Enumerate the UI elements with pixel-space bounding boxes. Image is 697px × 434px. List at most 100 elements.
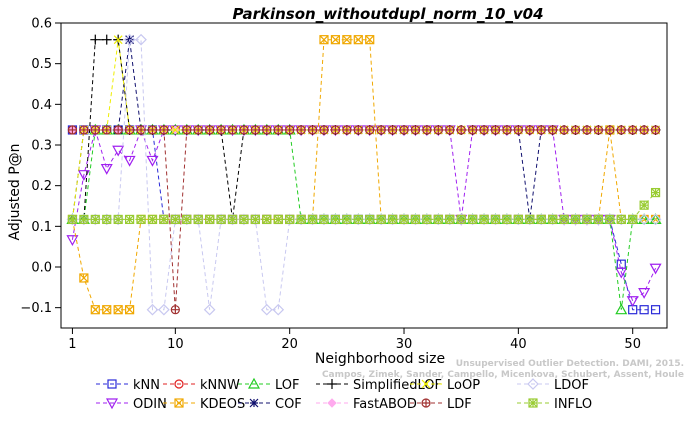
data-point-ldof	[501, 213, 513, 226]
legend-entry-kdeos: KDEOS	[163, 397, 245, 412]
data-point-inflo	[193, 214, 203, 225]
legend-marker-lof	[247, 377, 261, 389]
data-point-ldf	[125, 125, 135, 135]
data-point-simplifiedlof	[90, 34, 101, 45]
legend-label: KDEOS	[200, 397, 245, 412]
y-axis-label: Adjusted P@n	[7, 143, 23, 240]
legend-entry-fastabod: FastABOD	[316, 397, 417, 412]
y-tick-label: 0.0	[31, 261, 52, 276]
data-point-ldf	[468, 125, 478, 135]
data-point-ldof	[318, 213, 330, 226]
data-point-ldof	[66, 213, 79, 226]
legend-label: ODIN	[133, 397, 167, 412]
data-point-ldof	[146, 303, 159, 316]
data-point-ldf	[193, 125, 203, 135]
data-point-inflo	[250, 214, 260, 225]
data-point-ldf	[147, 125, 158, 135]
legend-marker-simplifiedlof	[327, 379, 337, 389]
legend-entry-simplifiedlof: SimplifiedLOF	[316, 378, 442, 393]
data-point-ldof	[603, 213, 616, 226]
data-point-inflo	[513, 214, 523, 225]
series-line-inflo	[72, 192, 656, 220]
data-point-ldf	[490, 125, 501, 135]
data-point-inflo	[502, 214, 512, 225]
series-kdeos	[67, 35, 661, 315]
data-point-ldof	[78, 213, 90, 226]
x-tick-label: 30	[396, 337, 413, 352]
data-point-ldf	[628, 125, 638, 135]
data-point-ldof	[260, 303, 273, 316]
legend-label: LDF	[447, 397, 472, 412]
legend-label: INFLO	[554, 397, 592, 412]
axes: 1 10 20 30 40 50 −0.1 0.0 0.1 0.2 0.3 0.4 0.5 0.6	[20, 17, 641, 353]
legend-marker-knn	[107, 379, 117, 389]
data-point-ldof	[341, 213, 353, 226]
data-point-odin	[146, 155, 159, 167]
data-point-ldf	[307, 125, 318, 135]
data-point-ldf	[113, 125, 123, 135]
data-point-ldf	[639, 125, 649, 135]
data-point-odin	[123, 155, 136, 167]
data-point-ldof	[432, 213, 445, 226]
data-point-inflo	[490, 214, 501, 225]
data-point-ldof	[215, 213, 227, 226]
data-point-ldf	[227, 125, 238, 135]
x-tick-label: 50	[624, 337, 641, 352]
data-point-inflo	[262, 214, 272, 225]
data-point-ldof	[249, 213, 262, 226]
data-point-ldof	[375, 213, 387, 226]
data-point-knn	[639, 305, 649, 315]
data-point-inflo	[182, 214, 192, 225]
data-point-inflo	[205, 214, 215, 225]
data-point-ldf	[182, 125, 192, 135]
legend-marker-kdeos	[174, 398, 184, 408]
data-point-ldof	[649, 213, 662, 226]
data-point-ldof	[489, 213, 502, 226]
data-point-inflo	[365, 214, 375, 225]
data-point-ldof	[238, 213, 250, 226]
data-point-ldf	[102, 125, 112, 135]
series-line-kdeos	[71, 39, 656, 311]
y-tick-label: 0.6	[31, 17, 52, 32]
data-point-inflo	[548, 214, 558, 225]
data-point-kdeos	[125, 305, 135, 315]
data-point-ldof	[386, 213, 399, 226]
data-point-ldof	[455, 213, 468, 226]
data-point-odin	[77, 170, 90, 181]
series-line-loop	[71, 39, 656, 220]
data-point-ldof	[626, 213, 639, 226]
data-point-inflo	[353, 214, 363, 225]
data-point-ldf	[570, 125, 581, 135]
data-point-ldf	[422, 125, 432, 135]
series-ldof	[66, 33, 662, 316]
data-point-lof	[615, 303, 628, 315]
data-point-ldf	[513, 125, 523, 135]
legend-entry-knn: kNN	[96, 378, 160, 393]
legend-entry-lof: LOF	[238, 377, 300, 393]
data-point-ldf	[90, 125, 100, 135]
legend-marker-fastabod	[327, 398, 337, 408]
data-point-odin	[626, 296, 639, 307]
data-point-inflo	[147, 214, 158, 225]
data-point-odin	[649, 263, 662, 275]
data-point-inflo	[79, 214, 89, 225]
data-point-ldf	[342, 125, 352, 135]
data-point-ldf	[456, 125, 466, 135]
data-point-inflo	[342, 214, 352, 225]
data-point-ldof	[512, 213, 525, 226]
data-point-inflo	[227, 214, 238, 225]
citation-line-2: Campos, Zimek, Sander, Campello, Micenko…	[322, 370, 684, 380]
data-point-ldf	[205, 125, 215, 135]
x-tick-label: 1	[68, 337, 76, 352]
data-point-odin	[638, 288, 651, 299]
data-point-ldf	[67, 125, 78, 135]
legend-marker-inflo	[528, 398, 538, 408]
data-point-ldf	[399, 125, 409, 135]
data-point-kdeos	[319, 35, 329, 45]
legend-entry-cof: COF	[238, 397, 302, 412]
data-point-inflo	[216, 214, 226, 225]
x-tick-label: 40	[510, 337, 527, 352]
data-point-inflo	[307, 214, 318, 225]
series-ldf	[67, 125, 661, 315]
